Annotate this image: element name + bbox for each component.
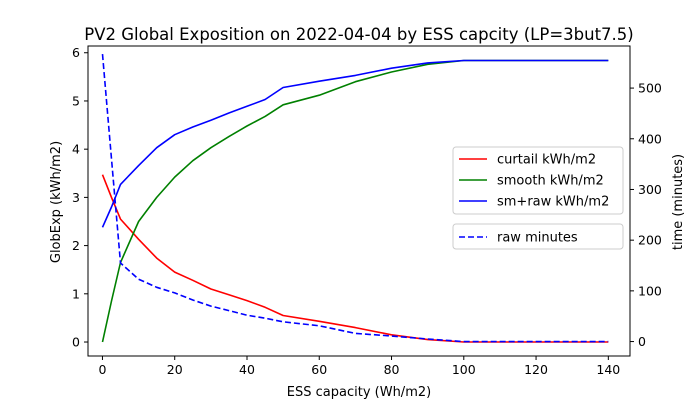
x-tick-label: 140	[596, 362, 620, 377]
y-tick-label: 6	[72, 45, 80, 60]
x-tick-label: 0	[98, 362, 106, 377]
x-tick-label: 80	[384, 362, 400, 377]
legend-label-2: sm+raw kWh/m2	[497, 195, 609, 210]
x-tick-label: 100	[452, 362, 476, 377]
series-line-2	[101, 59, 609, 228]
y-axis-label: GlobExp (kWh/m2)	[49, 141, 64, 263]
y-tick-label: 1	[72, 286, 80, 301]
series-lines	[101, 54, 609, 343]
legend-main: curtail kWh/m2 smooth kWh/m2 sm+raw kWh/m2	[452, 146, 624, 215]
legend-label-0: curtail kWh/m2	[497, 153, 596, 168]
y-tick-label: 3	[72, 190, 80, 205]
y2-axis-ticks: 0 100 200 300 400 500	[630, 81, 662, 349]
legend-label-1: smooth kWh/m2	[497, 174, 604, 189]
x-tick-label: 120	[524, 362, 548, 377]
y2-tick-label: 500	[638, 81, 662, 96]
y2-tick-label: 300	[638, 182, 662, 197]
series-line-1	[101, 59, 609, 343]
series-line-0	[101, 174, 609, 343]
y2-axis-label: time (minutes)	[671, 154, 686, 250]
y-tick-label: 2	[72, 238, 80, 253]
legend-main-box	[452, 146, 624, 215]
y2-tick-label: 100	[638, 283, 662, 298]
y-tick-label: 5	[72, 93, 80, 108]
legend-label-3: raw minutes	[497, 231, 578, 246]
chart-title: PV2 Global Exposition on 2022-04-04 by E…	[84, 25, 633, 44]
y2-tick-label: 200	[638, 233, 662, 248]
x-tick-label: 60	[311, 362, 327, 377]
legend-right-box	[452, 223, 624, 250]
y-tick-label: 4	[72, 142, 80, 157]
x-axis-label: ESS capacity (Wh/m2)	[287, 385, 431, 400]
legend-right-axis: raw minutes	[452, 223, 624, 250]
plot-area	[87, 45, 631, 357]
y2-tick-label: 0	[638, 334, 646, 349]
x-tick-label: 40	[239, 362, 255, 377]
y2-tick-label: 400	[638, 131, 662, 146]
y-axis-ticks: 0 1 2 3 4 5 6	[72, 45, 88, 350]
plot-frame	[87, 45, 631, 357]
x-axis-ticks: 0 20 40 60 80 100 120 140	[98, 356, 620, 377]
y-tick-label: 0	[72, 335, 80, 350]
x-tick-label: 20	[167, 362, 183, 377]
